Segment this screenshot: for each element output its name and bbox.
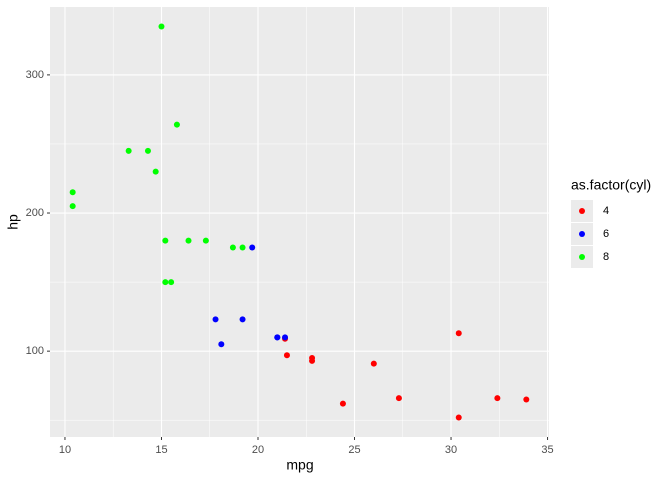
point <box>455 414 462 421</box>
y-axis-title: hp <box>5 214 21 230</box>
x-axis-title: mpg <box>286 457 313 473</box>
point <box>494 395 501 402</box>
point <box>144 147 151 154</box>
point <box>239 316 246 323</box>
point <box>229 244 236 251</box>
point <box>395 395 402 402</box>
panel <box>50 7 549 437</box>
point <box>239 244 246 251</box>
legend-label: 6 <box>603 228 609 240</box>
point <box>162 279 169 286</box>
point <box>185 237 192 244</box>
point <box>523 396 530 403</box>
x-tick-label: 20 <box>252 444 264 456</box>
legend-marker <box>579 208 585 214</box>
point <box>125 147 132 154</box>
point <box>370 360 377 367</box>
point <box>162 237 169 244</box>
x-tick-label: 10 <box>59 444 71 456</box>
point <box>69 189 76 196</box>
point <box>158 23 165 30</box>
x-tick-label: 35 <box>541 444 553 456</box>
point <box>218 341 225 348</box>
point <box>212 316 219 323</box>
point <box>173 121 180 128</box>
point <box>168 279 175 286</box>
point <box>283 352 290 359</box>
point <box>152 168 159 175</box>
y-tick-label: 300 <box>26 69 44 81</box>
point <box>202 237 209 244</box>
y-tick-label: 200 <box>26 207 44 219</box>
point <box>339 400 346 407</box>
legend-marker <box>579 231 585 237</box>
point <box>274 334 281 341</box>
point <box>309 355 316 362</box>
x-tick-label: 15 <box>155 444 167 456</box>
x-tick-label: 30 <box>445 444 457 456</box>
point <box>282 334 289 341</box>
legend-marker <box>579 254 585 260</box>
point <box>69 203 76 210</box>
point <box>249 244 256 251</box>
point <box>455 330 462 337</box>
legend-title: as.factor(cyl) <box>571 177 651 193</box>
y-tick-label: 100 <box>26 345 44 357</box>
x-tick-label: 25 <box>348 444 360 456</box>
legend-label: 8 <box>603 251 609 263</box>
legend-label: 4 <box>603 205 609 217</box>
